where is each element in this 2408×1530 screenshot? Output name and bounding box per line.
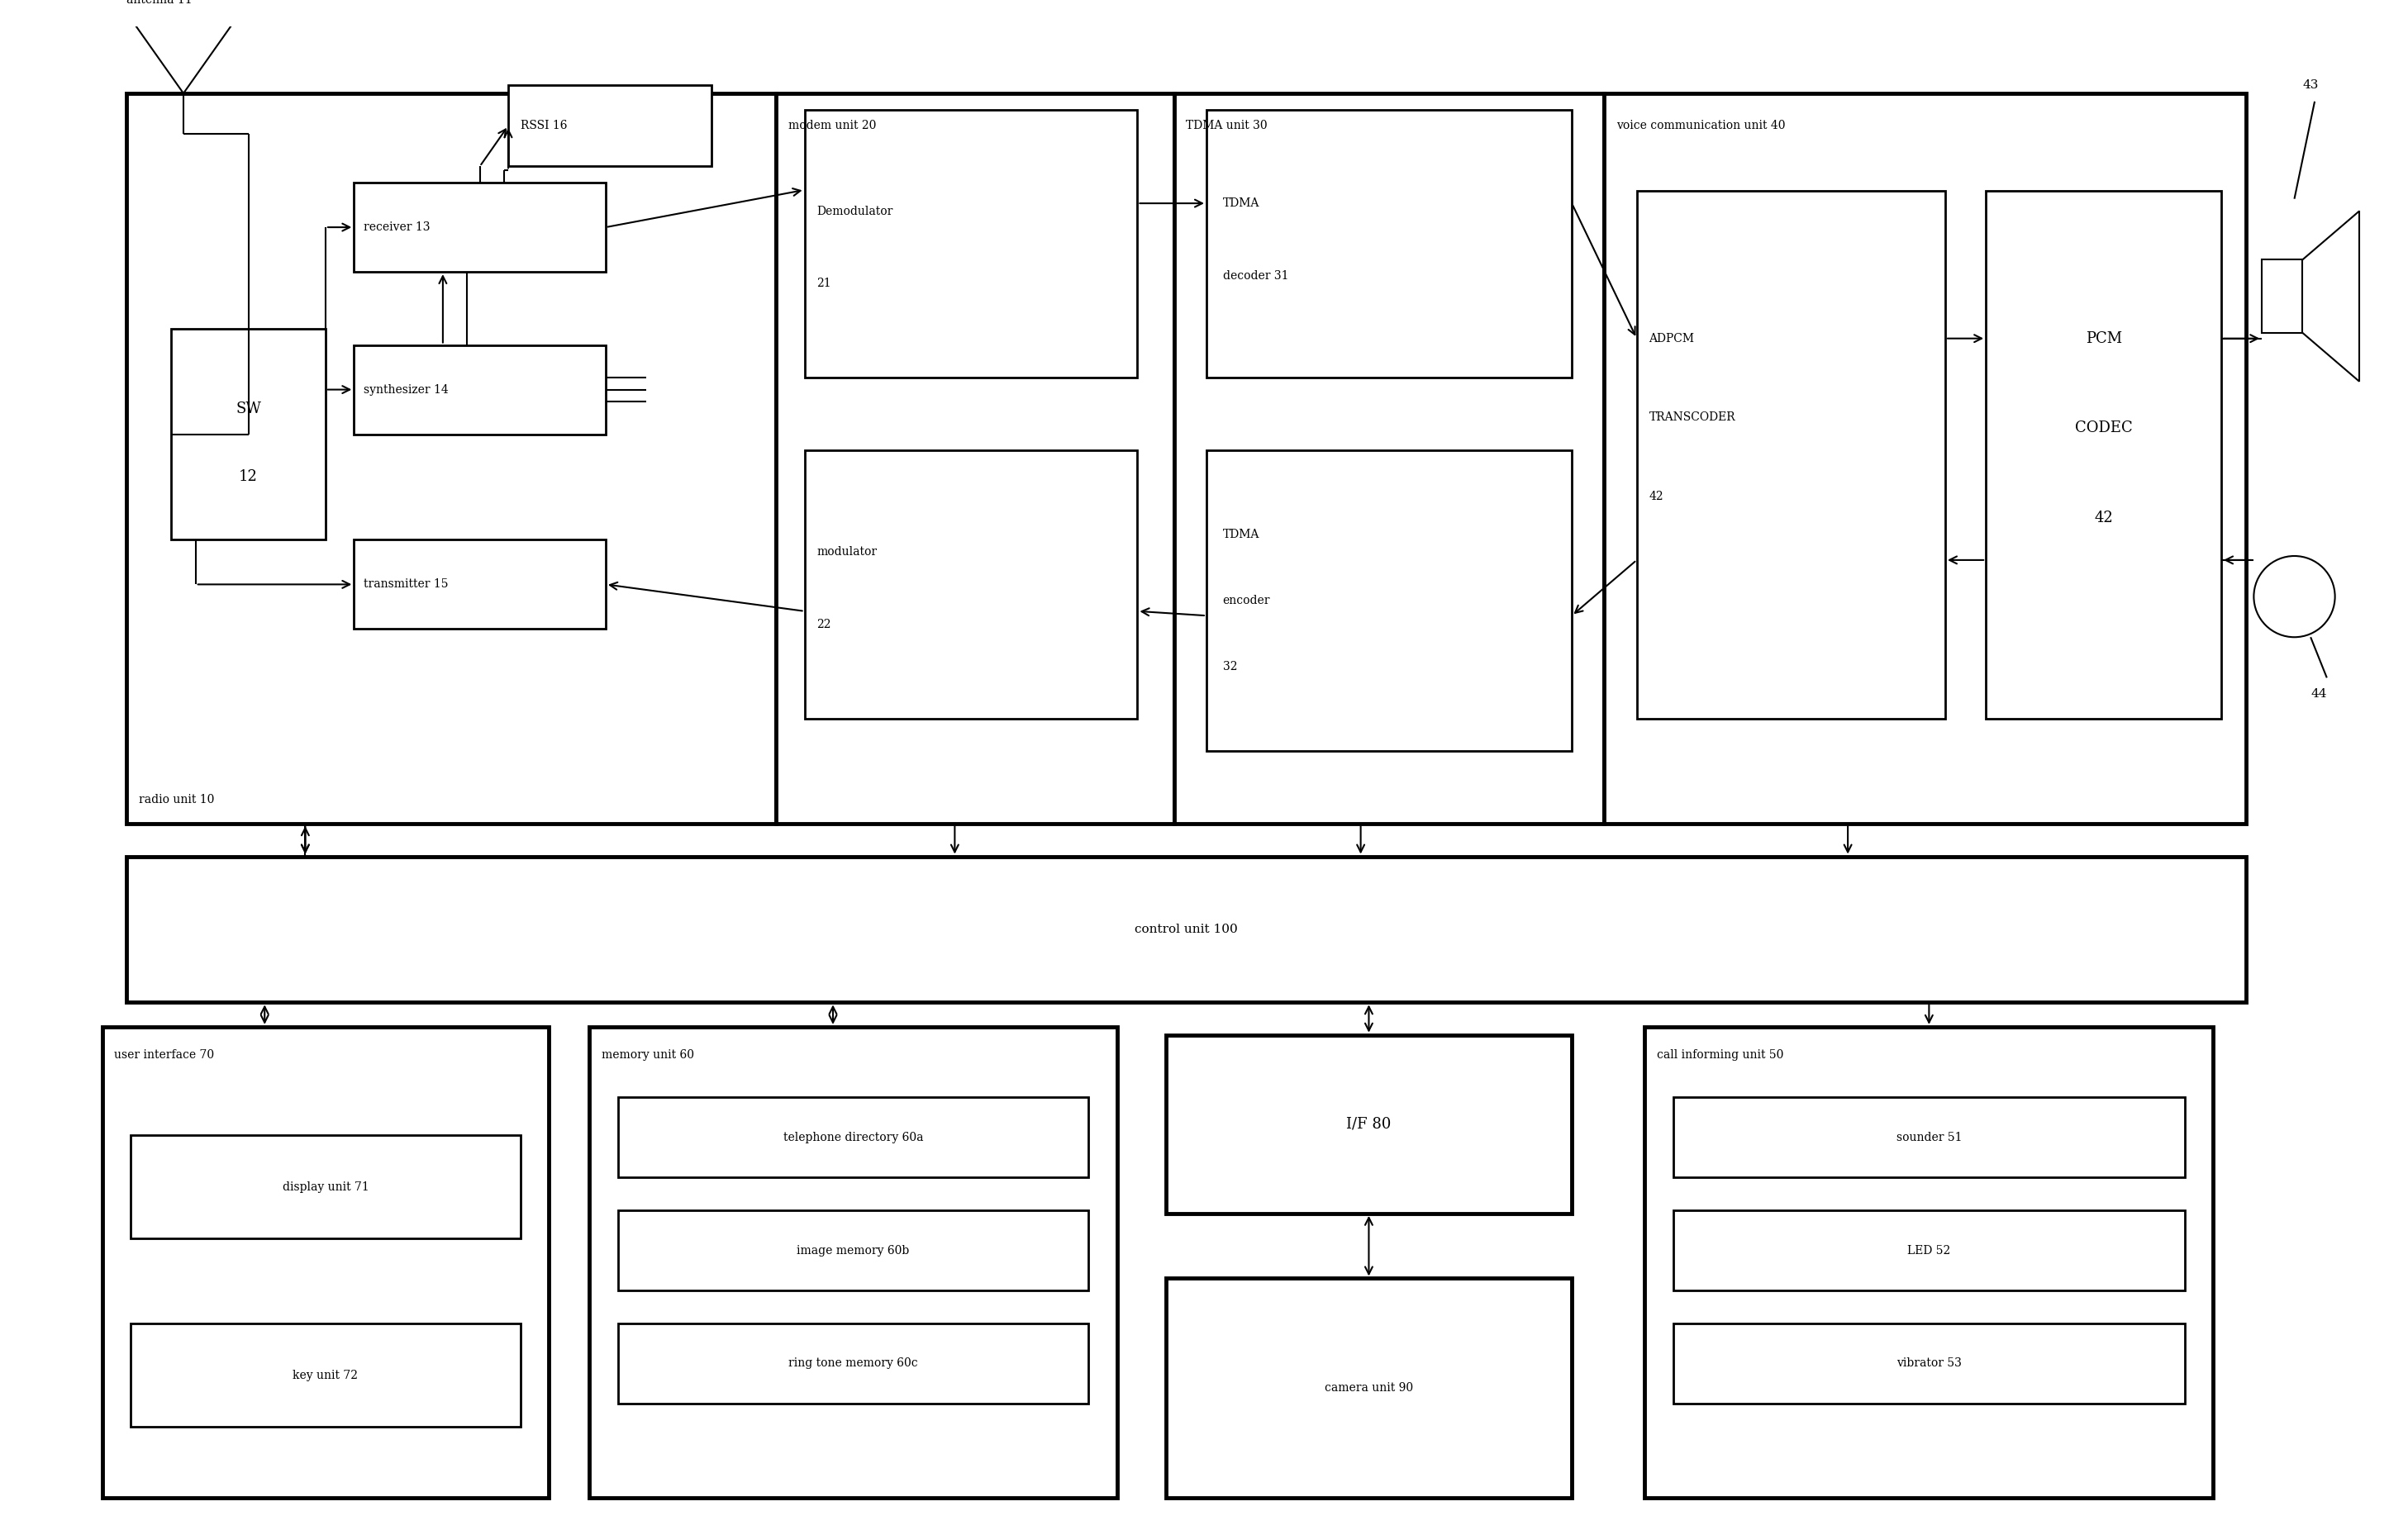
FancyBboxPatch shape <box>354 540 607 629</box>
FancyBboxPatch shape <box>354 182 607 272</box>
Text: control unit 100: control unit 100 <box>1134 924 1238 935</box>
FancyBboxPatch shape <box>1175 93 1604 823</box>
Text: voice communication unit 40: voice communication unit 40 <box>1616 119 1784 132</box>
FancyBboxPatch shape <box>1165 1279 1572 1498</box>
Text: ring tone memory 60c: ring tone memory 60c <box>787 1357 917 1369</box>
Text: TDMA: TDMA <box>1223 197 1259 210</box>
FancyBboxPatch shape <box>171 329 325 540</box>
FancyBboxPatch shape <box>2261 260 2302 334</box>
FancyBboxPatch shape <box>1206 450 1572 751</box>
FancyBboxPatch shape <box>775 93 1175 823</box>
FancyBboxPatch shape <box>1987 191 2220 718</box>
Text: modem unit 20: modem unit 20 <box>787 119 877 132</box>
FancyBboxPatch shape <box>1637 191 1946 718</box>
Text: 22: 22 <box>816 618 831 630</box>
Text: I/F 80: I/F 80 <box>1346 1117 1392 1132</box>
FancyBboxPatch shape <box>590 1027 1117 1498</box>
FancyBboxPatch shape <box>619 1097 1088 1178</box>
Text: TRANSCODER: TRANSCODER <box>1649 412 1736 424</box>
Text: modulator: modulator <box>816 546 877 558</box>
Text: key unit 72: key unit 72 <box>294 1369 359 1382</box>
Text: vibrator 53: vibrator 53 <box>1898 1357 1963 1369</box>
Text: synthesizer 14: synthesizer 14 <box>364 384 448 395</box>
Text: radio unit 10: radio unit 10 <box>140 794 214 805</box>
Text: 21: 21 <box>816 278 831 289</box>
Text: 44: 44 <box>2312 688 2326 699</box>
FancyBboxPatch shape <box>101 1027 549 1498</box>
Text: 42: 42 <box>1649 491 1664 502</box>
Text: call informing unit 50: call informing unit 50 <box>1657 1050 1784 1060</box>
Text: user interface 70: user interface 70 <box>116 1050 214 1060</box>
FancyBboxPatch shape <box>128 93 775 823</box>
Text: 43: 43 <box>2302 80 2319 90</box>
FancyBboxPatch shape <box>1674 1323 2184 1403</box>
Text: TDMA: TDMA <box>1223 529 1259 540</box>
FancyBboxPatch shape <box>804 450 1137 718</box>
FancyBboxPatch shape <box>1206 110 1572 378</box>
Text: PCM: PCM <box>2085 330 2121 346</box>
Text: display unit 71: display unit 71 <box>282 1181 368 1192</box>
Text: camera unit 90: camera unit 90 <box>1324 1382 1413 1394</box>
FancyBboxPatch shape <box>1165 1034 1572 1213</box>
FancyBboxPatch shape <box>619 1210 1088 1290</box>
Text: SW: SW <box>236 401 260 416</box>
Text: telephone directory 60a: telephone directory 60a <box>783 1132 922 1143</box>
Text: memory unit 60: memory unit 60 <box>602 1050 694 1060</box>
Text: transmitter 15: transmitter 15 <box>364 578 448 591</box>
Text: Demodulator: Demodulator <box>816 205 893 217</box>
Text: 42: 42 <box>2095 511 2112 525</box>
FancyBboxPatch shape <box>130 1135 520 1239</box>
Text: 32: 32 <box>1223 661 1238 673</box>
FancyBboxPatch shape <box>354 344 607 435</box>
Text: sounder 51: sounder 51 <box>1895 1132 1963 1143</box>
FancyBboxPatch shape <box>619 1323 1088 1403</box>
Text: ADPCM: ADPCM <box>1649 332 1695 344</box>
FancyBboxPatch shape <box>1674 1210 2184 1290</box>
Text: RSSI 16: RSSI 16 <box>520 119 566 132</box>
FancyBboxPatch shape <box>130 1323 520 1427</box>
FancyBboxPatch shape <box>1604 93 2247 823</box>
FancyBboxPatch shape <box>128 857 2247 1002</box>
Text: TDMA unit 30: TDMA unit 30 <box>1187 119 1267 132</box>
FancyBboxPatch shape <box>508 86 710 167</box>
Text: LED 52: LED 52 <box>1907 1244 1950 1256</box>
Text: encoder: encoder <box>1223 595 1269 606</box>
FancyBboxPatch shape <box>804 110 1137 378</box>
Text: CODEC: CODEC <box>2076 421 2133 436</box>
Text: receiver 13: receiver 13 <box>364 222 431 233</box>
FancyBboxPatch shape <box>1645 1027 2213 1498</box>
Text: 12: 12 <box>238 470 258 483</box>
Text: antenna 11: antenna 11 <box>128 0 193 6</box>
Text: decoder 31: decoder 31 <box>1223 269 1288 282</box>
Text: image memory 60b: image memory 60b <box>797 1244 910 1256</box>
FancyBboxPatch shape <box>1674 1097 2184 1178</box>
